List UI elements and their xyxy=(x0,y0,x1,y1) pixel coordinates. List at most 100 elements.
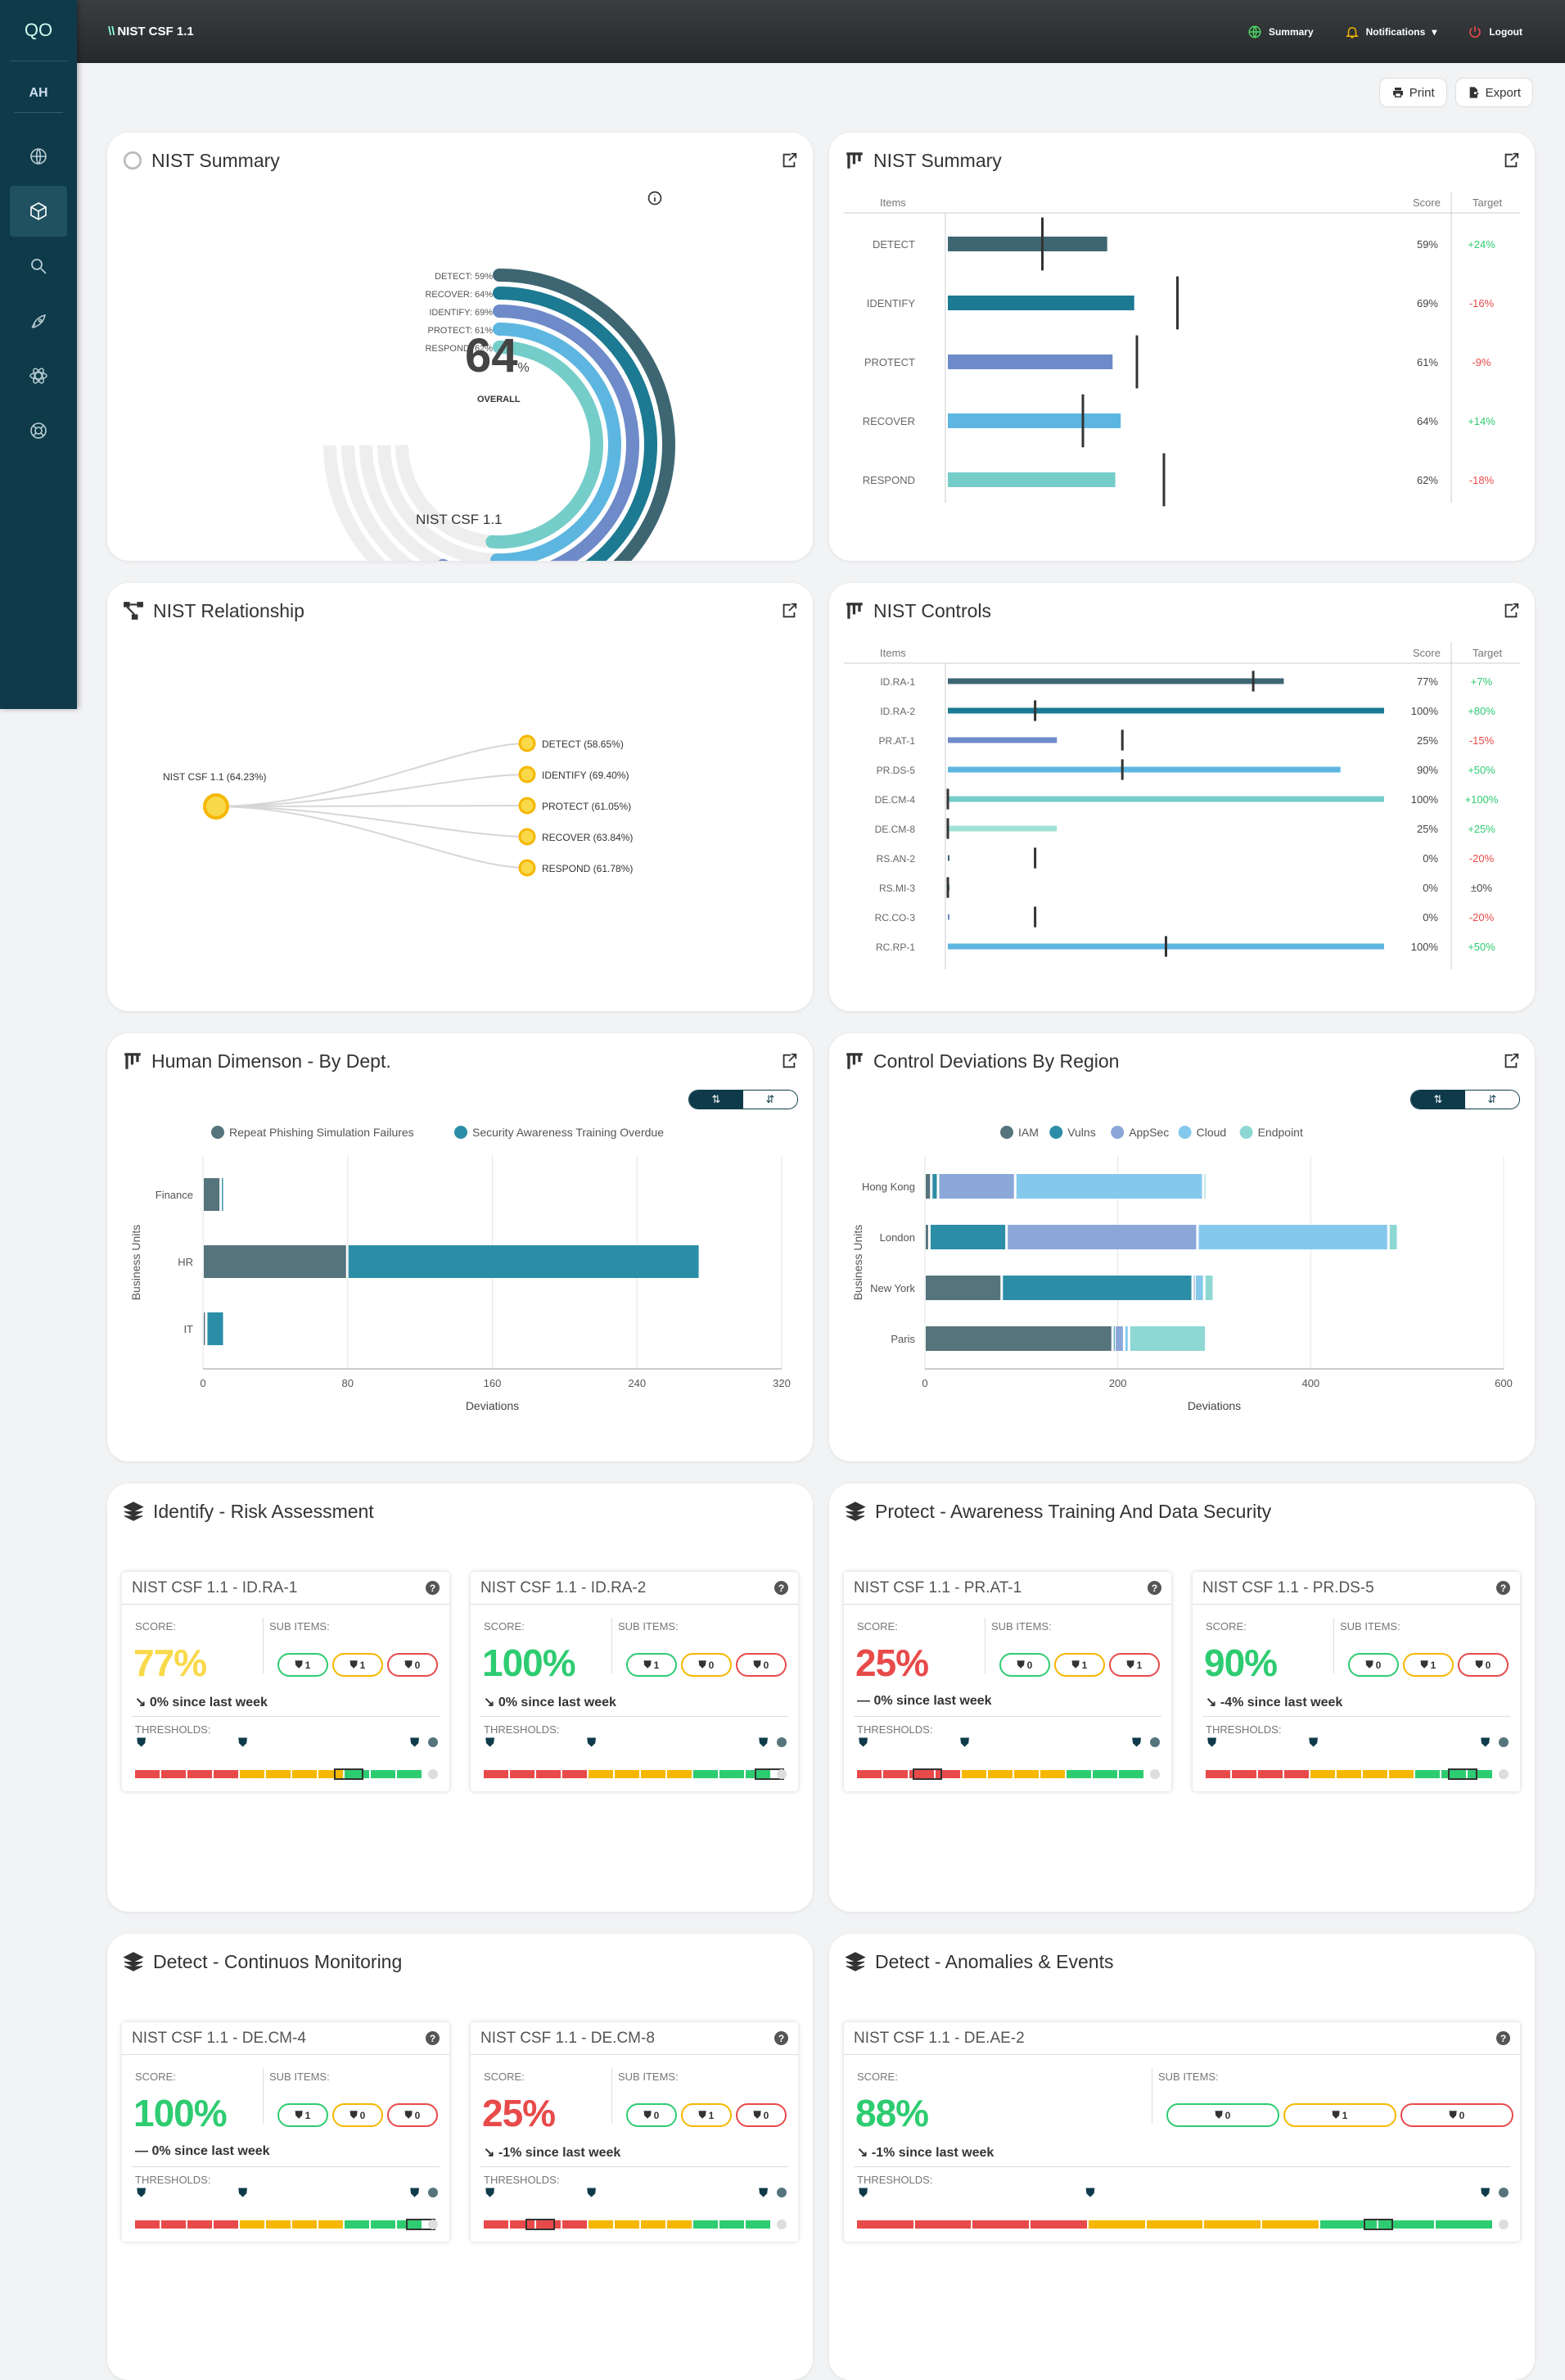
export-button[interactable]: Export xyxy=(1455,78,1533,107)
sub-item-pill[interactable]: ⛊ 0 xyxy=(1458,1653,1509,1677)
thresholds-label: THRESHOLDS: xyxy=(135,1723,211,1736)
top-bar: \\ NIST CSF 1.1 Summary Notifications ▾ Lo… xyxy=(77,0,1565,63)
control-card[interactable]: NIST CSF 1.1 - DE.CM-4? SCORE: SUB ITEMS… xyxy=(122,2022,449,2242)
threshold-segment xyxy=(345,1770,369,1778)
sub-item-pill[interactable]: ⛊ 0 xyxy=(332,2103,383,2127)
export-icon[interactable] xyxy=(780,151,798,169)
sort-desc-option[interactable]: ⇵ xyxy=(1465,1091,1519,1109)
sub-item-pill[interactable]: ⛊ 0 xyxy=(681,1653,732,1677)
x-tick-label: 0 xyxy=(200,1377,205,1389)
help-icon[interactable]: ? xyxy=(774,1581,788,1595)
sub-item-pill[interactable]: ⛊ 0 xyxy=(387,1653,438,1677)
control-card[interactable]: NIST CSF 1.1 - PR.DS-5? SCORE: SUB ITEMS… xyxy=(1193,1572,1520,1791)
shield-icon: ⛊ xyxy=(1449,2109,1457,2120)
notifications-button[interactable]: Notifications ▾ xyxy=(1345,25,1437,39)
sub-item-pill[interactable]: ⛊ 1 xyxy=(1403,1653,1454,1677)
help-icon[interactable]: ? xyxy=(1496,1581,1510,1595)
sort-toggle[interactable]: ⇅ ⇵ xyxy=(688,1090,798,1109)
sub-item-pill[interactable]: ⛊ 1 xyxy=(1283,2103,1396,2127)
help-icon[interactable]: ? xyxy=(1148,1581,1161,1595)
print-button[interactable]: Print xyxy=(1378,78,1447,107)
help-icon[interactable]: ? xyxy=(774,2031,788,2045)
sub-item-pill[interactable]: ⛊ 1 xyxy=(277,1653,328,1677)
sub-item-pill[interactable]: ⛊ 1 xyxy=(626,1653,677,1677)
sub-item-pill[interactable]: ⛊ 0 xyxy=(626,2103,677,2127)
card-title: NIST Relationship xyxy=(153,599,304,621)
sort-asc-option[interactable]: ⇅ xyxy=(1411,1091,1465,1109)
caret-icon: ▾ xyxy=(1432,25,1437,38)
threshold-segment xyxy=(641,2220,665,2229)
shield-check-icon: ⛊ xyxy=(1132,1736,1142,1750)
threshold-segment xyxy=(345,2220,369,2229)
row-label: PROTECT xyxy=(864,356,915,368)
stacked-bar-segment xyxy=(1130,1326,1206,1351)
controls-bar-chart: Items Score Target ID.RA-1 77% +7% ID.RA-2 100%… xyxy=(844,642,1520,969)
shield-icon: ⛊ xyxy=(1126,1659,1134,1670)
sort-asc-option[interactable]: ⇅ xyxy=(689,1091,743,1109)
help-icon[interactable]: ? xyxy=(426,2031,440,2045)
tree-root-node xyxy=(203,793,229,820)
divider xyxy=(1333,1618,1334,1673)
column-header-items: Items xyxy=(880,196,906,209)
sub-item-pill[interactable]: ⛊ 0 xyxy=(1166,2103,1279,2127)
help-icon[interactable]: ? xyxy=(426,1581,440,1595)
card-title: NIST Controls xyxy=(873,599,992,621)
info-icon[interactable] xyxy=(647,190,663,206)
sub-item-pill[interactable]: ⛊ 1 xyxy=(277,2103,328,2127)
status-dot xyxy=(1499,1737,1509,1747)
control-title: NIST CSF 1.1 - PR.DS-5 xyxy=(1202,1578,1374,1596)
target-label: +14% xyxy=(1468,415,1495,427)
user-avatar[interactable]: AH xyxy=(14,74,63,113)
sort-toggle[interactable]: ⇅ ⇵ xyxy=(1410,1090,1520,1109)
export-icon[interactable] xyxy=(1502,1052,1520,1070)
sub-item-pill[interactable]: ⛊ 0 xyxy=(387,2103,438,2127)
sub-item-pill[interactable]: ⛊ 1 xyxy=(1109,1653,1160,1677)
sub-item-pill[interactable]: ⛊ 0 xyxy=(736,2103,787,2127)
x-tick-label: 600 xyxy=(1495,1377,1513,1389)
help-icon[interactable]: ? xyxy=(1496,2031,1510,2045)
lifebuoy-icon[interactable] xyxy=(10,405,67,456)
score-label: 69% xyxy=(1417,297,1438,309)
globe-icon[interactable] xyxy=(10,131,67,182)
sub-item-count: 0 xyxy=(359,2109,366,2121)
app-logo[interactable]: QO xyxy=(10,0,67,61)
control-card[interactable]: NIST CSF 1.1 - PR.AT-1? SCORE: SUB ITEMS… xyxy=(844,1572,1171,1791)
cube-icon[interactable] xyxy=(10,186,67,237)
control-card[interactable]: NIST CSF 1.1 - DE.AE-2? SCORE: SUB ITEMS… xyxy=(844,2022,1520,2242)
control-card[interactable]: NIST CSF 1.1 - ID.RA-2? SCORE: SUB ITEMS… xyxy=(471,1572,798,1791)
logout-button[interactable]: Logout xyxy=(1468,25,1522,39)
target-label: -15% xyxy=(1469,734,1495,747)
sub-item-pill[interactable]: ⛊ 0 xyxy=(999,1653,1050,1677)
target-label: +50% xyxy=(1468,941,1495,953)
control-card[interactable]: NIST CSF 1.1 - ID.RA-1? SCORE: SUB ITEMS… xyxy=(122,1572,449,1791)
trend-icon: ↘ xyxy=(135,1696,150,1709)
divider xyxy=(1202,1716,1510,1717)
sub-item-pill[interactable]: ⛊ 1 xyxy=(332,1653,383,1677)
legend-label: Vulns xyxy=(1067,1126,1096,1139)
search-icon[interactable] xyxy=(10,241,67,291)
sub-item-pill[interactable]: ⛊ 0 xyxy=(1348,1653,1399,1677)
target-label: +7% xyxy=(1471,675,1493,688)
target-label: -18% xyxy=(1469,474,1495,486)
export-icon[interactable] xyxy=(1502,602,1520,620)
export-icon[interactable] xyxy=(780,1052,798,1070)
sub-item-pill[interactable]: ⛊ 1 xyxy=(1054,1653,1105,1677)
sub-item-pill[interactable]: ⛊ 0 xyxy=(736,1653,787,1677)
export-icon[interactable] xyxy=(1502,151,1520,169)
category-label: Finance xyxy=(156,1189,193,1201)
sub-items-label: SUB ITEMS: xyxy=(1340,1620,1400,1633)
sub-item-pill[interactable]: ⛊ 1 xyxy=(681,2103,732,2127)
export-icon[interactable] xyxy=(780,602,798,620)
shield-x-icon: ⛊ xyxy=(1207,1736,1217,1750)
stacked-bar-segment xyxy=(1016,1174,1202,1199)
summary-button[interactable]: Summary xyxy=(1247,25,1314,39)
control-card[interactable]: NIST CSF 1.1 - DE.CM-8? SCORE: SUB ITEMS… xyxy=(471,2022,798,2242)
row-label: PR.AT-1 xyxy=(879,735,916,747)
atom-icon[interactable] xyxy=(10,350,67,401)
row-label: RC.RP-1 xyxy=(876,942,915,953)
radial-caption: NIST CSF 1.1 xyxy=(416,512,503,527)
rocket-icon[interactable] xyxy=(10,296,67,346)
sort-desc-option[interactable]: ⇵ xyxy=(743,1091,797,1109)
score-label: 100% xyxy=(1411,941,1439,953)
sub-item-pill[interactable]: ⛊ 0 xyxy=(1400,2103,1513,2127)
